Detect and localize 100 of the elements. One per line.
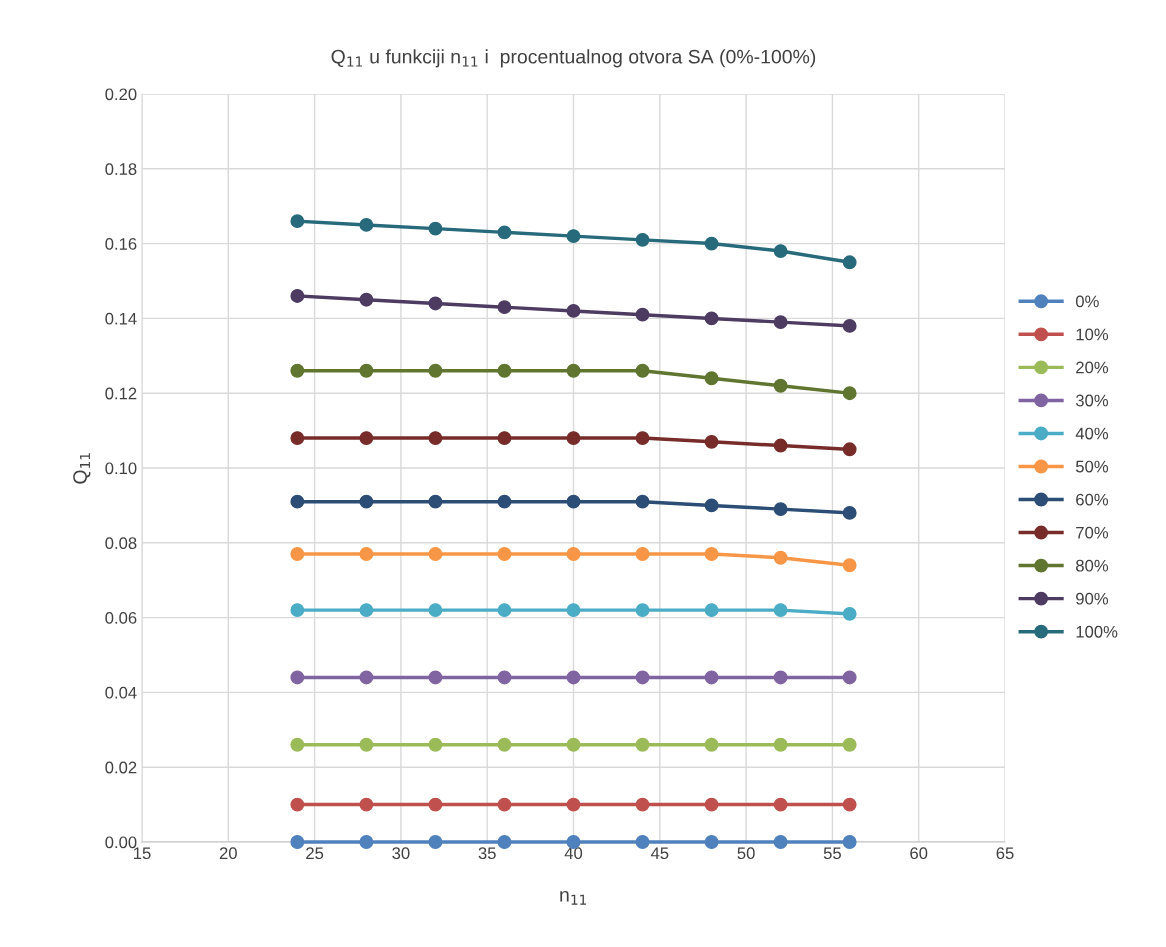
point	[359, 603, 374, 618]
point	[704, 835, 719, 849]
legend-label: 60%	[1076, 493, 1109, 506]
point	[428, 363, 443, 378]
y-tick-label: 0.06	[105, 612, 137, 624]
point	[290, 670, 305, 685]
point	[290, 797, 305, 812]
point	[635, 431, 650, 446]
point	[497, 494, 512, 509]
point	[842, 318, 857, 333]
point	[290, 603, 305, 618]
x-axis-title: n$_{11}$	[560, 890, 587, 905]
point	[635, 835, 650, 849]
point	[704, 670, 719, 685]
point	[497, 603, 512, 618]
point	[428, 431, 443, 446]
point	[635, 232, 650, 247]
point	[704, 371, 719, 386]
point	[566, 547, 581, 561]
y-tick-label: 0.04	[105, 686, 137, 699]
point	[842, 606, 857, 621]
point	[635, 797, 650, 812]
legend-label: 80%	[1076, 559, 1109, 572]
point	[359, 494, 374, 509]
point	[566, 737, 581, 752]
y-tick-label: 0.18	[105, 163, 137, 175]
x-tick-label: 45	[650, 847, 669, 860]
y-tick-label: 0.00	[105, 836, 137, 849]
point	[773, 378, 788, 393]
point	[773, 670, 788, 685]
point	[704, 737, 719, 752]
x-tick-label: 65	[996, 847, 1014, 860]
x-tick-label: 50	[737, 847, 755, 860]
point	[428, 603, 443, 618]
legend-label: 20%	[1076, 361, 1109, 374]
point	[290, 289, 305, 303]
y-tick-label: 0.12	[105, 387, 137, 400]
point	[290, 363, 305, 378]
point	[635, 547, 650, 561]
legend-label: 100%	[1076, 625, 1118, 638]
legend-label: 90%	[1076, 592, 1109, 605]
legend-label: 50%	[1075, 460, 1109, 473]
point	[359, 797, 374, 812]
point	[359, 431, 374, 446]
point	[842, 737, 857, 752]
point	[566, 303, 581, 318]
legend-label: 40%	[1075, 427, 1109, 440]
y-axis-title: Q$_{11}$	[73, 453, 91, 484]
point	[566, 670, 581, 685]
point	[497, 835, 512, 849]
point	[635, 363, 650, 378]
point	[359, 292, 374, 307]
y-tick-label: 0.20	[105, 88, 137, 101]
point	[428, 547, 443, 561]
x-tick-label: 25	[306, 847, 324, 860]
point	[773, 315, 788, 330]
point	[290, 737, 305, 752]
point	[704, 434, 719, 449]
point	[566, 603, 581, 618]
point	[359, 217, 374, 232]
point	[359, 547, 374, 561]
point	[428, 296, 443, 311]
point	[773, 244, 788, 259]
point	[428, 670, 443, 685]
point	[842, 835, 857, 849]
x-tick-label: 40	[564, 847, 583, 860]
point	[428, 797, 443, 812]
x-tick-label: 60	[910, 847, 928, 860]
point	[497, 225, 512, 240]
point	[842, 386, 857, 401]
point	[566, 229, 581, 244]
point	[290, 547, 305, 561]
point	[428, 221, 443, 236]
point	[290, 431, 305, 446]
point	[497, 737, 512, 752]
x-tick-label: 20	[219, 847, 237, 860]
legend-label: 10%	[1076, 328, 1109, 341]
point	[566, 363, 581, 378]
chart-title: Q$_{11}$ u funkciji n$_{11}$ i procentualnog otvora SA (0%-100%)	[331, 49, 816, 68]
point	[773, 438, 788, 453]
point	[290, 835, 305, 849]
y-tick-label: 0.02	[105, 761, 137, 774]
point	[290, 494, 305, 509]
point	[428, 494, 443, 509]
point	[704, 311, 719, 326]
y-tick-label: 0.16	[105, 238, 137, 250]
point	[359, 363, 374, 378]
x-tick-label: 15	[134, 847, 151, 860]
point	[359, 835, 374, 849]
point	[635, 307, 650, 322]
point	[290, 214, 305, 229]
point	[497, 670, 512, 685]
point	[566, 797, 581, 812]
point	[773, 603, 788, 618]
legend-label: 70%	[1076, 526, 1109, 539]
point	[635, 670, 650, 685]
point	[635, 737, 650, 752]
point	[773, 502, 788, 517]
point	[773, 550, 788, 565]
point	[842, 797, 857, 812]
